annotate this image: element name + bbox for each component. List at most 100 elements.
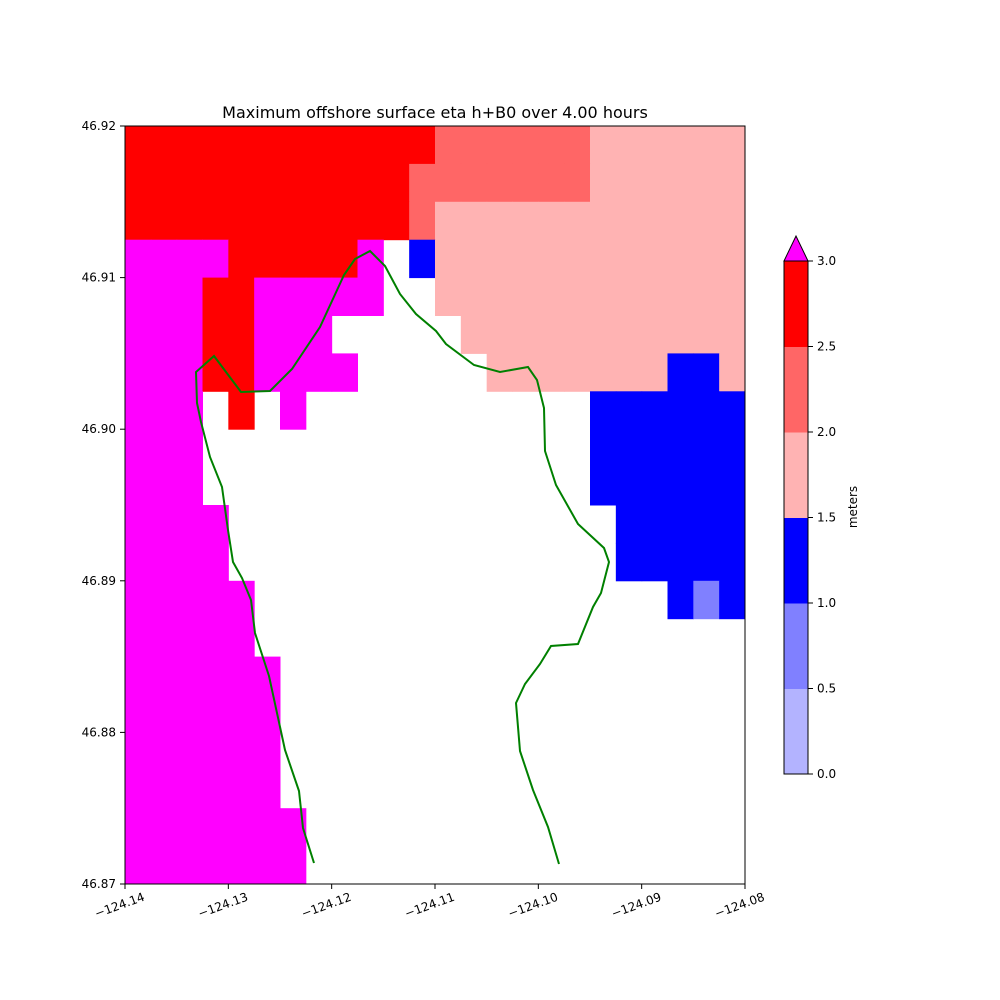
heatmap-cell	[538, 163, 565, 203]
heatmap-cell	[125, 353, 152, 392]
heatmap-cell	[150, 201, 178, 241]
heatmap-cell	[228, 126, 255, 165]
heatmap-cell	[564, 126, 591, 165]
heatmap-cell	[280, 239, 307, 279]
colorbar-tick-label: 2.5	[817, 340, 836, 354]
heatmap-cell	[641, 239, 668, 279]
heatmap-cell	[564, 277, 591, 316]
heatmap-cell	[357, 239, 384, 279]
colorbar-band	[784, 517, 808, 604]
heatmap-cell	[564, 315, 591, 354]
colorbar: 0.0 0.5 1.0 1.5 2.0 2.5 3.0 meters	[783, 234, 860, 781]
heatmap-cell	[719, 391, 746, 430]
heatmap-cell	[667, 126, 694, 165]
heatmap-cell	[460, 315, 488, 354]
colorbar-label: meters	[846, 486, 860, 528]
heatmap-cell	[202, 542, 229, 582]
heatmap-cell	[435, 201, 462, 241]
heatmap-cell	[202, 732, 229, 771]
heatmap-cell	[383, 201, 410, 241]
heatmap-cell	[667, 391, 694, 430]
heatmap-cell	[590, 467, 617, 506]
colorbar-band	[784, 261, 808, 347]
heatmap-cell	[615, 126, 643, 165]
heatmap-cell	[280, 201, 307, 241]
heatmap-cell	[125, 618, 152, 658]
heatmap-cell	[719, 542, 746, 582]
heatmap-cell	[228, 808, 255, 847]
heatmap-cell	[202, 277, 229, 316]
heatmap-cell	[125, 239, 152, 279]
heatmap-cell	[176, 770, 203, 809]
y-tick-label: 46.92	[82, 119, 116, 133]
x-tick-label: −124.09	[609, 890, 663, 921]
heatmap-cell	[460, 277, 488, 316]
heatmap-cell	[719, 163, 746, 203]
heatmap-cell	[125, 315, 152, 354]
heatmap-cell	[460, 201, 488, 241]
heatmap-cell	[383, 126, 410, 165]
heatmap-cell	[228, 391, 255, 430]
heatmap-cell	[719, 467, 746, 506]
heatmap-cell	[176, 315, 203, 354]
heatmap-cell	[693, 315, 720, 354]
heatmap-cell	[176, 277, 203, 316]
heatmap-cell	[280, 391, 307, 430]
heatmap-cell	[150, 429, 178, 468]
heatmap-cell	[615, 429, 643, 468]
heatmap-cell	[641, 315, 668, 354]
heatmap-cell	[512, 277, 539, 316]
heatmap-cell	[512, 201, 539, 241]
heatmap-cell	[305, 201, 333, 241]
heatmap-cell	[202, 694, 229, 733]
heatmap-cell	[641, 505, 668, 544]
heatmap-cell	[615, 315, 643, 354]
x-tick-label: −124.14	[93, 890, 147, 921]
heatmap-cell	[460, 239, 488, 279]
heatmap-cell	[228, 694, 255, 733]
heatmap-cell	[150, 618, 178, 658]
heatmap-cell	[693, 163, 720, 203]
heatmap-cell	[667, 542, 694, 582]
heatmap-cell	[305, 163, 333, 203]
heatmap-cell	[693, 353, 720, 392]
heatmap-cell	[719, 126, 746, 165]
heatmap-cell	[512, 126, 539, 165]
heatmap-cell	[228, 239, 255, 279]
colorbar-tick-label: 0.0	[817, 767, 836, 781]
heatmap-cell	[150, 732, 178, 771]
heatmap-cell	[280, 353, 307, 392]
heatmap-cell	[228, 353, 255, 392]
heatmap-cell	[719, 429, 746, 468]
heatmap-cell	[150, 656, 178, 695]
x-tick-label: −124.08	[713, 890, 767, 921]
heatmap-cell	[615, 163, 643, 203]
heatmap-cell	[228, 618, 255, 658]
heatmap-cell	[357, 163, 384, 203]
heatmap-cell	[254, 694, 281, 733]
heatmap-cell	[125, 429, 152, 468]
heatmap-cell	[280, 126, 307, 165]
heatmap-cell	[590, 163, 617, 203]
heatmap-cell	[331, 353, 358, 392]
heatmap-cell	[512, 163, 539, 203]
heatmap-cell	[254, 163, 281, 203]
heatmap-cell	[150, 770, 178, 809]
colorbar-band	[784, 432, 808, 518]
heatmap-cell	[202, 580, 229, 620]
heatmap-cell	[693, 542, 720, 582]
heatmap-cell	[150, 808, 178, 847]
heatmap-cell	[331, 201, 358, 241]
x-tick-label: −124.10	[506, 890, 560, 921]
x-tick-label: −124.11	[403, 890, 457, 921]
heatmap-cell	[693, 429, 720, 468]
heatmap-cell	[486, 163, 513, 203]
heatmap-cell	[176, 542, 203, 582]
heatmap-cell	[615, 542, 643, 582]
heatmap-cell	[331, 277, 358, 316]
heatmap-cell	[176, 808, 203, 847]
heatmap-cell	[202, 239, 229, 279]
heatmap-cell	[667, 429, 694, 468]
heatmap-cell	[564, 353, 591, 392]
